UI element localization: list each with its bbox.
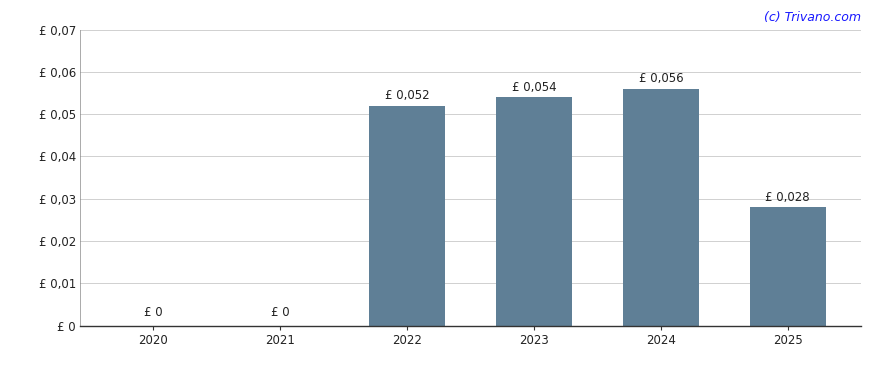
Text: £ 0,028: £ 0,028 (765, 191, 810, 204)
Bar (369, 106, 445, 326)
Text: £ 0,052: £ 0,052 (385, 89, 430, 102)
Text: £ 0,056: £ 0,056 (638, 73, 683, 85)
Text: £ 0,054: £ 0,054 (511, 81, 557, 94)
Bar (749, 207, 826, 326)
Text: £ 0: £ 0 (144, 306, 163, 319)
Bar (622, 89, 699, 326)
Text: (c) Trivano.com: (c) Trivano.com (765, 11, 861, 24)
Bar (496, 97, 572, 326)
Text: £ 0: £ 0 (271, 306, 289, 319)
